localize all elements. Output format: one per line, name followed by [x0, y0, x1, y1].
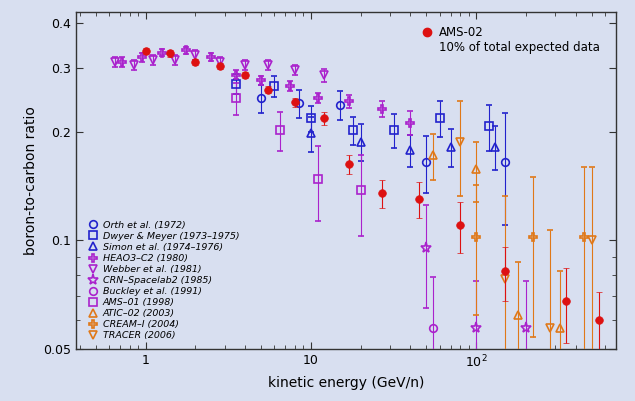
X-axis label: kinetic energy (GeV/n): kinetic energy (GeV/n) — [268, 376, 424, 390]
Legend: AMS-02, 10% of total expected data: AMS-02, 10% of total expected data — [415, 21, 605, 59]
Y-axis label: boron-to-carbon ratio: boron-to-carbon ratio — [23, 106, 38, 255]
